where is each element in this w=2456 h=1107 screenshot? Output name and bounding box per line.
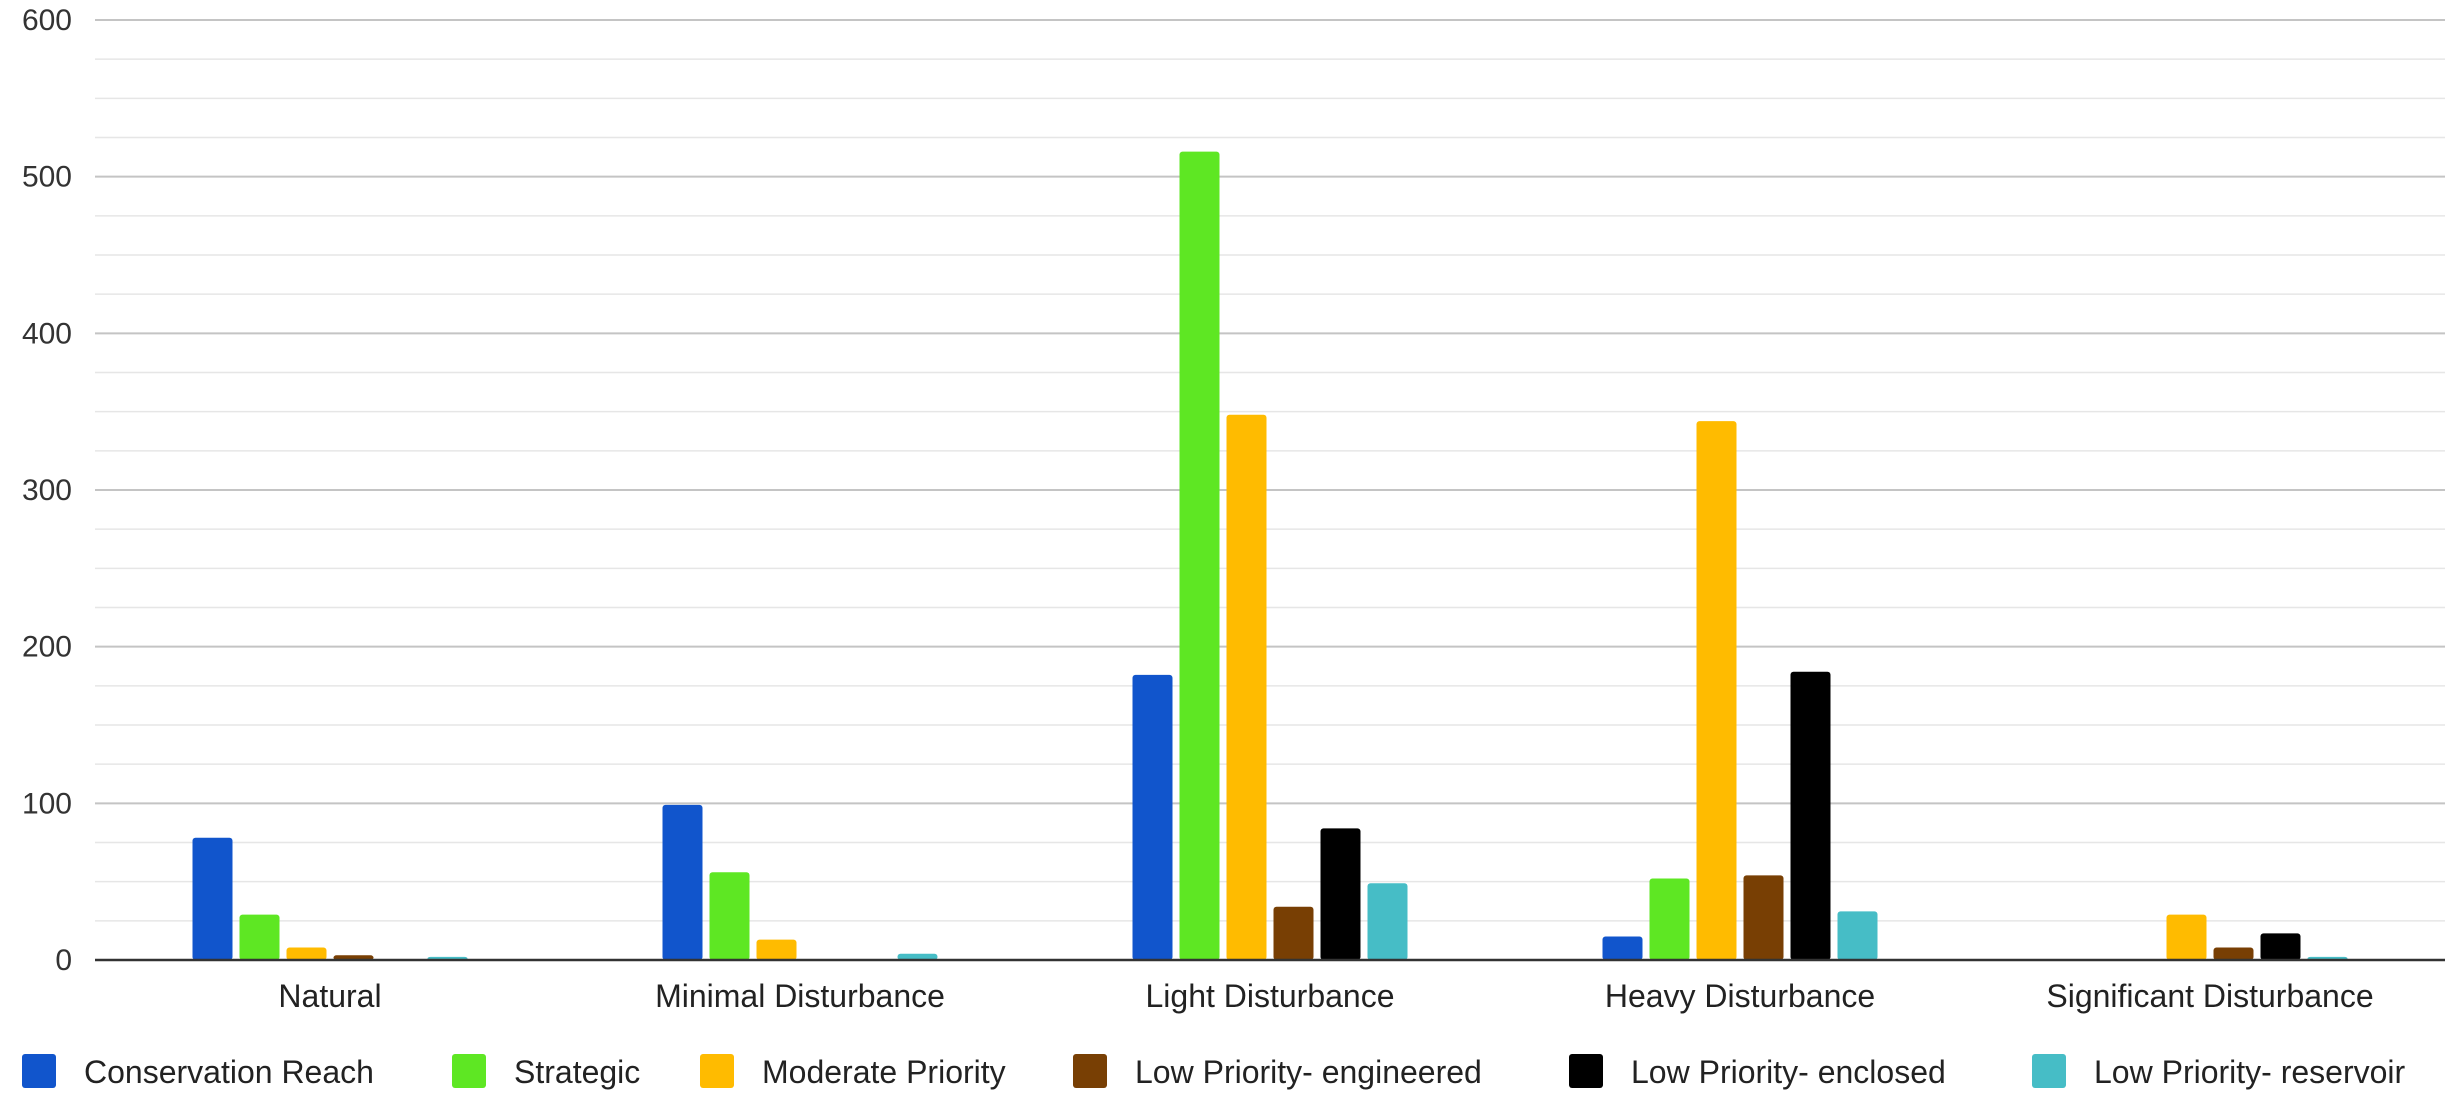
bar [1649,878,1690,960]
bar [1790,671,1831,960]
legend-swatch [1073,1054,1107,1088]
legend-label: Low Priority- enclosed [1631,1054,1946,1090]
bar [1132,674,1173,960]
x-tick-label: Significant Disturbance [2046,978,2373,1014]
legend-label: Low Priority- engineered [1135,1054,1482,1090]
y-tick-label: 400 [22,317,72,350]
bar [239,914,280,960]
bar [1743,875,1784,960]
bar [662,804,703,960]
bar [1602,936,1643,960]
x-tick-label: Light Disturbance [1145,978,1394,1014]
y-tick-label: 100 [22,787,72,820]
bar [1367,883,1408,960]
legend-swatch [22,1054,56,1088]
y-tick-label: 300 [22,474,72,507]
legend-swatch [2032,1054,2066,1088]
bar [286,947,327,960]
bar [192,837,233,960]
legend-swatch [1569,1054,1603,1088]
bar [1273,906,1314,960]
bar [1696,421,1737,961]
bar [1837,911,1878,960]
bar [897,953,938,960]
bar [709,872,750,960]
y-tick-label: 600 [22,4,72,37]
legend-label: Moderate Priority [762,1054,1006,1090]
legend-label: Low Priority- reservoir [2094,1054,2406,1090]
legend-swatch [700,1054,734,1088]
bar [1226,414,1267,960]
x-tick-label: Heavy Disturbance [1605,978,1875,1014]
legend-swatch [452,1054,486,1088]
x-tick-label: Minimal Disturbance [655,978,945,1014]
bar [756,939,797,960]
bar [1320,828,1361,960]
bar [1179,151,1220,961]
bar [2166,914,2207,960]
bar [2213,947,2254,960]
legend-label: Conservation Reach [84,1054,374,1090]
y-tick-label: 0 [55,944,72,977]
y-tick-label: 500 [22,161,72,194]
x-tick-label: Natural [278,978,381,1014]
legend-label: Strategic [514,1054,640,1090]
y-tick-label: 200 [22,631,72,664]
bar [2260,933,2301,960]
